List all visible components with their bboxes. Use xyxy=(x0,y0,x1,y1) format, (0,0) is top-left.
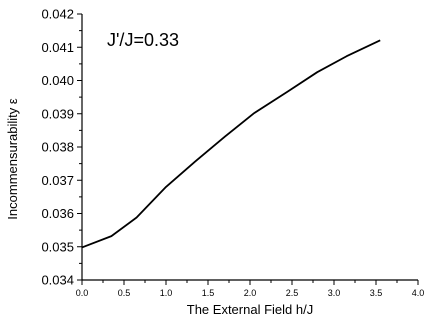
series-layer xyxy=(81,39,381,249)
x-tick-label: 0.0 xyxy=(76,288,89,298)
series-line-1 xyxy=(81,39,381,249)
y-tick-label: 0.037 xyxy=(41,173,74,188)
y-tick-label: 0.039 xyxy=(41,106,74,121)
annotation-label: J'/J=0.33 xyxy=(107,30,179,50)
y-tick-label: 0.042 xyxy=(41,7,74,22)
y-tick-label: 0.035 xyxy=(41,239,74,254)
x-tick-label: 1.0 xyxy=(160,288,173,298)
x-tick-label: 0.5 xyxy=(118,288,131,298)
y-tick-label: 0.040 xyxy=(41,73,74,88)
x-axis-title: The External Field h/J xyxy=(187,302,313,317)
x-tick-label: 2.0 xyxy=(244,288,257,298)
y-tick-label: 0.036 xyxy=(41,206,74,221)
x-axis-ticks: 0.0 0.5 1.0 1.5 2.0 2.5 3.0 3.5 4.0 xyxy=(76,280,425,298)
x-tick-label: 1.5 xyxy=(202,288,215,298)
x-tick-label: 3.5 xyxy=(370,288,383,298)
x-tick-label: 3.0 xyxy=(328,288,341,298)
axes xyxy=(81,14,418,281)
y-tick-label: 0.041 xyxy=(41,40,74,55)
y-axis-ticks: 0.034 0.035 0.036 0.037 0.038 0.039 0.040 0.041… xyxy=(41,7,82,288)
y-axis-title: Incommensurability ε xyxy=(5,98,20,220)
x-tick-label: 2.5 xyxy=(286,288,299,298)
x-tick-label: 4.0 xyxy=(412,288,425,298)
y-tick-label: 0.034 xyxy=(41,273,74,288)
y-tick-label: 0.038 xyxy=(41,140,74,155)
